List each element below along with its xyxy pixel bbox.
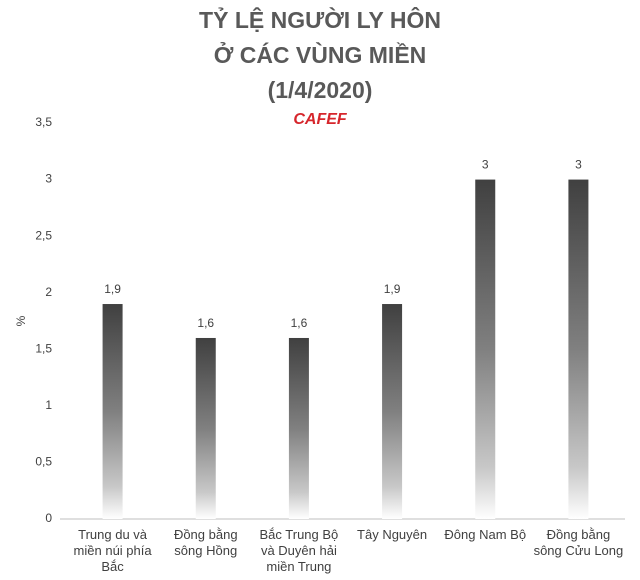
x-tick-label: Trung du và miền núi phía Bắc xyxy=(73,527,152,574)
y-tick-label: 3,5 xyxy=(35,115,52,129)
y-tick-label: 3 xyxy=(45,172,52,186)
bar xyxy=(288,337,309,519)
x-tick-label: Tây Nguyên xyxy=(357,527,428,542)
y-tick-label: 0,5 xyxy=(35,455,52,469)
y-tick-label: 0 xyxy=(45,511,52,525)
bar xyxy=(568,179,589,520)
y-tick-label: 2 xyxy=(45,285,52,299)
x-tick-label: Đồng bằng sông Cửu Long xyxy=(533,527,624,558)
bar xyxy=(475,179,496,520)
y-tick-label: 2,5 xyxy=(35,228,52,242)
data-label: 1,6 xyxy=(291,316,308,330)
data-label: 3 xyxy=(575,158,582,172)
y-axis-label: % xyxy=(14,315,28,326)
x-tick-label: Bắc Trung Bộ và Duyên hải miền Trung xyxy=(259,527,339,574)
data-label: 1,6 xyxy=(197,316,214,330)
chart-title: Ở CÁC VÙNG MIỀN xyxy=(214,40,427,68)
data-label: 3 xyxy=(482,158,489,172)
data-label: 1,9 xyxy=(384,282,401,296)
bar xyxy=(102,304,123,519)
bar xyxy=(382,304,403,519)
logo: CAFEF xyxy=(293,111,348,128)
y-tick-label: 1,5 xyxy=(35,341,52,355)
y-tick-label: 1 xyxy=(45,398,52,412)
x-tick-label: Đồng bằng sông Hồng xyxy=(173,527,238,558)
chart-title: (1/4/2020) xyxy=(268,77,373,103)
bar xyxy=(195,337,216,519)
data-label: 1,9 xyxy=(104,282,121,296)
x-tick-label: Đông Nam Bộ xyxy=(444,527,527,542)
chart-title: TỶ LỆ NGƯỜI LY HÔN xyxy=(199,5,441,33)
